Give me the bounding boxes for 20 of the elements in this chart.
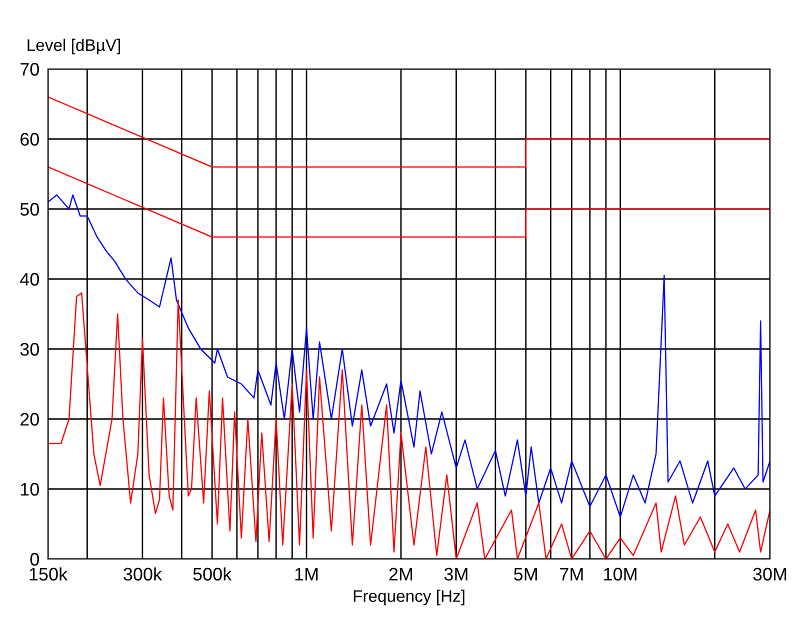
x-tick-label: 300k xyxy=(124,567,162,581)
y-tick-label: 70 xyxy=(20,62,39,76)
x-tick-label: 150k xyxy=(30,567,68,581)
y-tick-label: 40 xyxy=(20,272,39,286)
y-tick-label: 30 xyxy=(20,342,39,356)
y-tick-label: 50 xyxy=(20,202,39,216)
x-tick-label: 3M xyxy=(444,568,468,581)
x-tick-label: 7M xyxy=(560,568,583,580)
y-tick-label: 0 xyxy=(30,552,39,566)
x-tick-label: 2M xyxy=(389,568,412,580)
x-axis-title: Frequency [Hz] xyxy=(354,590,464,606)
x-tick-label: 30M xyxy=(753,568,786,581)
x-tick-label: 500k xyxy=(193,567,232,581)
y-tick-label: 20 xyxy=(20,412,39,426)
y-tick-label: 10 xyxy=(20,482,39,496)
y-tick-label: 60 xyxy=(20,132,39,146)
x-tick-label: 1M xyxy=(295,568,318,580)
x-tick-label: 10M xyxy=(604,568,636,581)
x-tick-label: 5M xyxy=(514,568,537,581)
y-axis-title: Level [dBµV] xyxy=(28,38,120,54)
